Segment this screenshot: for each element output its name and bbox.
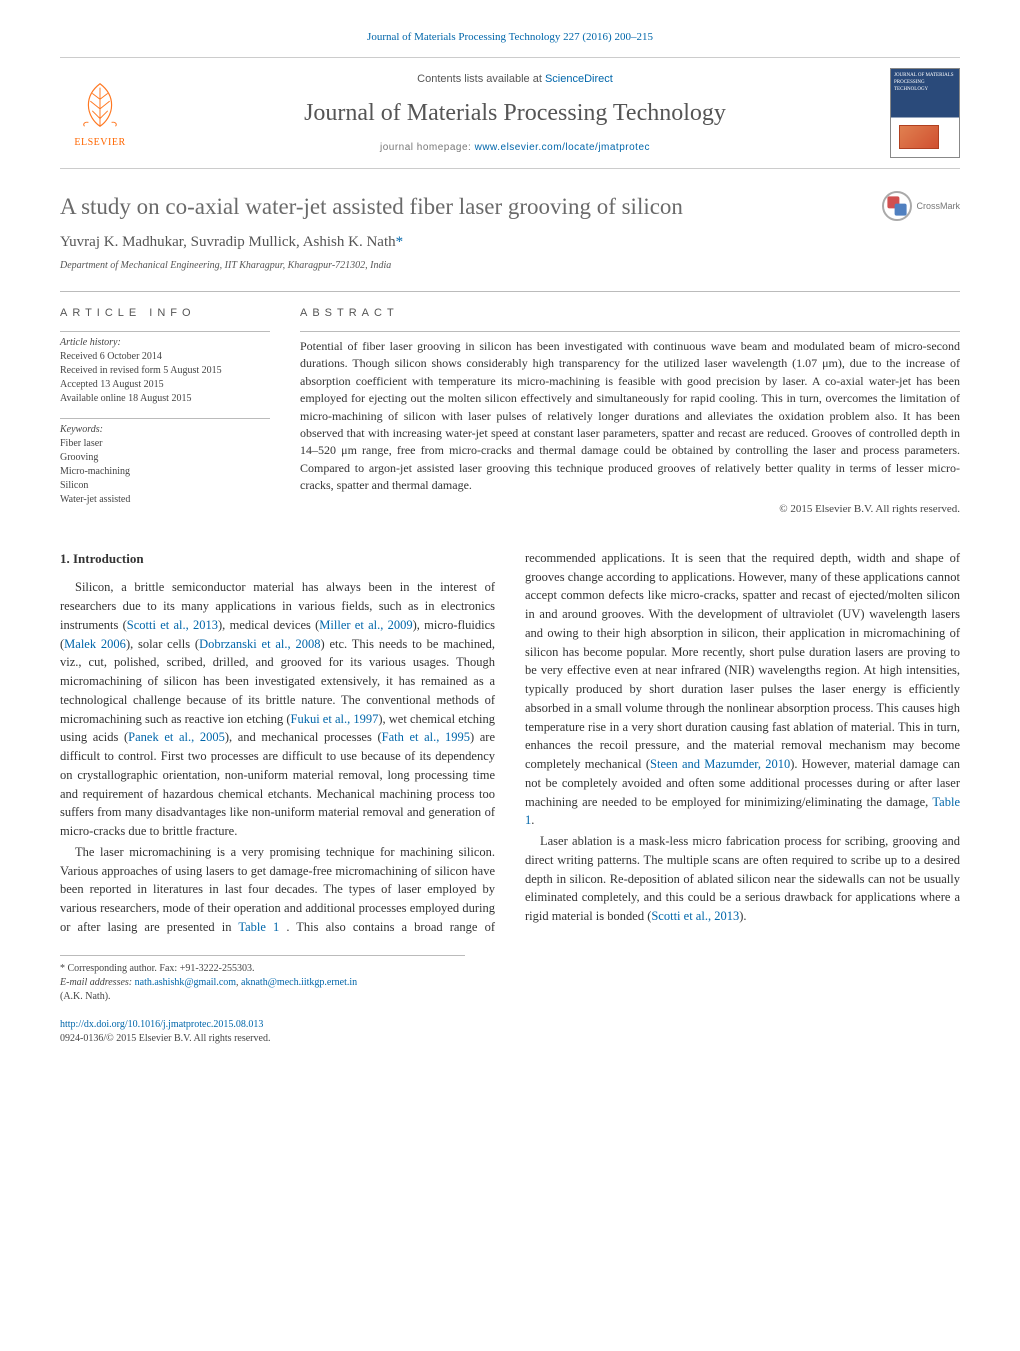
crossmark-icon [882, 191, 912, 221]
doi-link[interactable]: http://dx.doi.org/10.1016/j.jmatprotec.2… [60, 1019, 263, 1030]
homepage-link[interactable]: www.elsevier.com/locate/jmatprotec [475, 142, 650, 153]
contents-available-line: Contents lists available at ScienceDirec… [154, 72, 876, 87]
table-link[interactable]: Table 1 [238, 920, 279, 934]
email-label: E-mail addresses: [60, 977, 135, 988]
email-owner: (A.K. Nath). [60, 990, 465, 1004]
keyword: Grooving [60, 451, 270, 465]
footnotes: * Corresponding author. Fax: +91-3222-25… [60, 955, 465, 1004]
history-line: Available online 18 August 2015 [60, 392, 270, 406]
citation-link[interactable]: Miller et al., 2009 [319, 618, 412, 632]
keywords-block: Keywords: Fiber laser Grooving Micro-mac… [60, 418, 270, 507]
journal-title: Journal of Materials Processing Technolo… [154, 97, 876, 131]
email-link[interactable]: aknath@mech.iitkgp.ernet.in [241, 977, 357, 988]
authors-line: Yuvraj K. Madhukar, Suvradip Mullick, As… [60, 232, 960, 253]
body-text: ), solar cells ( [126, 637, 199, 651]
history-line: Received in revised form 5 August 2015 [60, 364, 270, 378]
citation-link[interactable]: Dobrzanski et al., 2008 [199, 637, 320, 651]
abstract-text: Potential of fiber laser grooving in sil… [300, 331, 960, 495]
issn-copyright-line: 0924-0136/© 2015 Elsevier B.V. All right… [60, 1033, 270, 1044]
body-paragraph: Laser ablation is a mask-less micro fabr… [525, 832, 960, 926]
authors-names: Yuvraj K. Madhukar, Suvradip Mullick, As… [60, 234, 396, 250]
citation-link[interactable]: Fukui et al., 1997 [291, 712, 379, 726]
abstract-column: ABSTRACT Potential of fiber laser groovi… [300, 306, 960, 519]
cover-image-icon [899, 125, 939, 149]
citation-link[interactable]: Fath et al., 1995 [382, 730, 470, 744]
banner-center: Contents lists available at ScienceDirec… [154, 68, 876, 158]
email-line: E-mail addresses: nath.ashishk@gmail.com… [60, 976, 465, 990]
article-header-row: A study on co-axial water-jet assisted f… [60, 191, 960, 223]
history-line: Accepted 13 August 2015 [60, 378, 270, 392]
abstract-heading: ABSTRACT [300, 306, 960, 321]
article-history-block: Article history: Received 6 October 2014… [60, 331, 270, 406]
citation-link[interactable]: Malek 2006 [64, 637, 126, 651]
citation-link[interactable]: Scotti et al., 2013 [127, 618, 218, 632]
keyword: Micro-machining [60, 465, 270, 479]
body-paragraph: Silicon, a brittle semiconductor materia… [60, 578, 495, 841]
crossmark-badge[interactable]: CrossMark [882, 191, 960, 221]
citation-link[interactable]: Panek et al., 2005 [128, 730, 225, 744]
affiliation: Department of Mechanical Engineering, II… [60, 259, 960, 273]
keyword: Water-jet assisted [60, 493, 270, 507]
section-heading-intro: 1. Introduction [60, 549, 495, 569]
homepage-label: journal homepage: [380, 142, 475, 153]
body-text: ). [739, 909, 746, 923]
email-link[interactable]: nath.ashishk@gmail.com [135, 977, 236, 988]
corresponding-marker: * [396, 234, 404, 250]
keyword: Silicon [60, 479, 270, 493]
publisher-logo: ELSEVIER [60, 68, 140, 158]
cover-title-text: JOURNAL OF MATERIALS PROCESSING TECHNOLO… [894, 72, 956, 93]
history-label: Article history: [60, 336, 270, 350]
doi-block: http://dx.doi.org/10.1016/j.jmatprotec.2… [60, 1018, 960, 1046]
journal-reference: Journal of Materials Processing Technolo… [60, 30, 960, 45]
info-abstract-row: ARTICLE INFO Article history: Received 6… [60, 291, 960, 519]
citation-link[interactable]: Steen and Mazumder, 2010 [650, 757, 790, 771]
article-title: A study on co-axial water-jet assisted f… [60, 191, 882, 223]
body-text: ) are difficult to control. First two pr… [60, 730, 495, 838]
corresponding-author-note: * Corresponding author. Fax: +91-3222-25… [60, 962, 465, 976]
article-body: 1. Introduction Silicon, a brittle semic… [60, 549, 960, 937]
abstract-copyright: © 2015 Elsevier B.V. All rights reserved… [300, 502, 960, 517]
history-line: Received 6 October 2014 [60, 350, 270, 364]
elsevier-tree-icon [71, 76, 129, 134]
body-text: ), medical devices ( [218, 618, 319, 632]
body-text: ), and mechanical processes ( [225, 730, 382, 744]
crossmark-label: CrossMark [916, 200, 960, 213]
section-title: Introduction [73, 551, 144, 566]
keywords-label: Keywords: [60, 423, 270, 437]
journal-cover-thumbnail: JOURNAL OF MATERIALS PROCESSING TECHNOLO… [890, 68, 960, 158]
citation-link[interactable]: Scotti et al., 2013 [651, 909, 739, 923]
journal-homepage-line: journal homepage: www.elsevier.com/locat… [154, 141, 876, 155]
keyword: Fiber laser [60, 437, 270, 451]
journal-banner: ELSEVIER Contents lists available at Sci… [60, 57, 960, 169]
body-text: . [531, 813, 534, 827]
article-info-column: ARTICLE INFO Article history: Received 6… [60, 306, 270, 519]
article-info-heading: ARTICLE INFO [60, 306, 270, 321]
publisher-label: ELSEVIER [74, 136, 125, 150]
sciencedirect-link[interactable]: ScienceDirect [545, 73, 613, 85]
section-number: 1. [60, 551, 70, 566]
contents-prefix: Contents lists available at [417, 73, 545, 85]
